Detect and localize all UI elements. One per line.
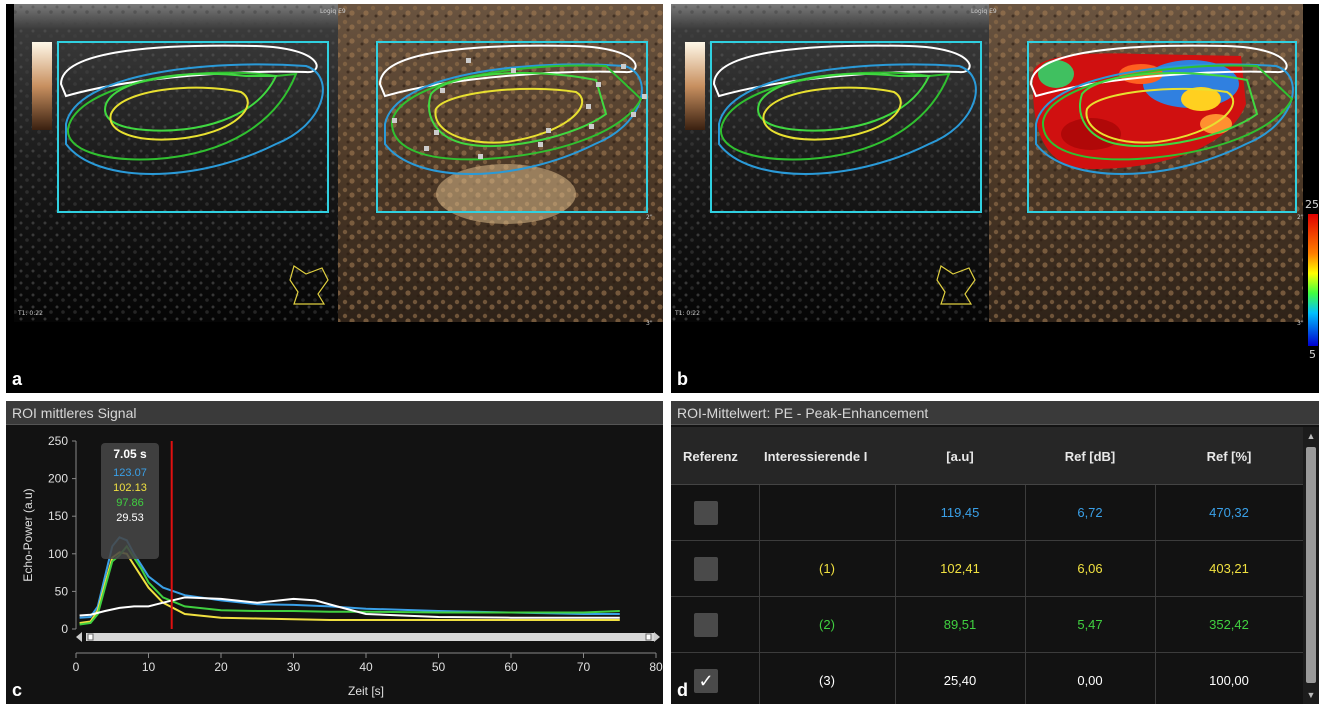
scroll-right-icon[interactable] <box>654 632 660 642</box>
table-row[interactable]: (1) 102,41 6,06 403,21 <box>671 541 1303 597</box>
roi-name: (1) <box>819 561 835 576</box>
device-label: Logiq E9 <box>971 8 997 15</box>
header-interessierende[interactable]: Interessierende I <box>764 449 868 464</box>
x-tick-label: 30 <box>287 660 301 674</box>
device-label: Logiq E9 <box>320 8 346 15</box>
tooltip-value: 102.13 <box>113 482 147 494</box>
x-axis-label: Zeit [s] <box>348 684 384 698</box>
roi-db-value: 6,06 <box>1077 561 1103 576</box>
roi-au-value: 119,45 <box>940 505 980 520</box>
roi-pct-value: 100,00 <box>1209 673 1249 688</box>
table-row[interactable]: (2) 89,51 5,47 352,42 <box>671 597 1303 653</box>
roi-au-value: 25,40 <box>943 673 977 688</box>
panel-letter: a <box>12 369 23 389</box>
header-ref-db[interactable]: Ref [dB] <box>1064 449 1116 464</box>
tooltip-value: 123.07 <box>113 467 147 479</box>
x-tick-label: 70 <box>577 660 591 674</box>
time-label: T1: 0:22 <box>675 310 700 317</box>
header-referenz[interactable]: Referenz <box>683 449 738 464</box>
scroll-handle-right[interactable] <box>645 633 652 641</box>
header-ref-pct[interactable]: Ref [%] <box>1206 449 1252 464</box>
ultrasound-panel-a: Logiq E9 T1: 0:22 3" 2" a <box>6 4 663 393</box>
header-au[interactable]: [a.u] <box>946 449 974 464</box>
echo-power-chart[interactable]: 0 50 100 150 200 250 0 10 20 30 40 50 60 70 80 Zeit [s… <box>6 425 663 704</box>
roi-pct-value: 470,32 <box>1209 505 1249 520</box>
mark-label: 2" <box>1297 214 1304 221</box>
x-tick-label: 40 <box>359 660 373 674</box>
series-line-0 <box>79 536 620 619</box>
table-scrollbar[interactable]: ▲ ▼ <box>1303 427 1319 704</box>
tooltip-value: 97.86 <box>116 497 144 509</box>
table-header: Referenz Interessierende I [a.u] Ref [dB… <box>671 427 1303 485</box>
roi-au-value: 102,41 <box>940 561 980 576</box>
depth-label: 3" <box>646 320 653 327</box>
table-row[interactable]: 119,45 6,72 470,32 <box>671 485 1303 541</box>
roi-name: (3) <box>819 673 835 688</box>
panel-letter: b <box>677 369 688 389</box>
roi-name <box>759 485 895 541</box>
roi-pct-value: 403,21 <box>1209 561 1249 576</box>
scale-min-label: 5 <box>1309 348 1316 361</box>
ultrasound-panel-b: Logiq E9 T1: 0:22 3" 2" 25 5 b <box>671 4 1319 393</box>
x-tick-label: 60 <box>504 660 518 674</box>
ultrasound-image-a <box>14 4 663 322</box>
roi-au-value: 89,51 <box>943 617 977 632</box>
table-title: ROI-Mittelwert: PE - Peak-Enhancement <box>671 401 1319 425</box>
chart-title: ROI mittleres Signal <box>6 401 663 425</box>
y-tick-label: 0 <box>61 622 68 636</box>
table-row[interactable]: ✓ (3) 25,40 0,00 100,00 <box>671 653 1303 704</box>
y-tick-label: 50 <box>55 584 69 598</box>
scale-max-label: 25 <box>1305 198 1319 211</box>
scroll-handle-left[interactable] <box>87 633 94 641</box>
scroll-thumb[interactable] <box>1306 447 1316 683</box>
time-scrollbar[interactable] <box>86 633 654 641</box>
series-line-2 <box>79 544 620 626</box>
roi-db-value: 6,72 <box>1077 505 1103 520</box>
reference-checkbox[interactable] <box>694 557 718 581</box>
roi-name: (2) <box>819 617 835 632</box>
series-line-3 <box>79 596 620 619</box>
panel-letter: c <box>12 680 23 700</box>
mark-label: 2" <box>646 214 653 221</box>
time-label: T1: 0:22 <box>18 310 43 317</box>
roi-pct-value: 352,42 <box>1209 617 1249 632</box>
scroll-down-icon[interactable]: ▼ <box>1306 690 1316 700</box>
x-tick-label: 20 <box>214 660 228 674</box>
x-tick-label: 80 <box>649 660 663 674</box>
roi-db-value: 0,00 <box>1077 673 1103 688</box>
reference-checkbox-checked[interactable]: ✓ <box>694 669 718 693</box>
roi-db-value: 5,47 <box>1077 617 1103 632</box>
reference-checkbox[interactable] <box>694 501 718 525</box>
value-tooltip: 7.05 s 123.07 102.13 97.86 29.53 <box>101 443 159 559</box>
signal-chart-panel: ROI mittleres Signal 0 50 100 150 200 250 0 10 2… <box>6 401 663 704</box>
scroll-up-icon[interactable]: ▲ <box>1306 431 1316 441</box>
x-tick-label: 10 <box>142 660 156 674</box>
ultrasound-image-b <box>671 4 1318 346</box>
x-tick-label: 50 <box>432 660 446 674</box>
y-axis-label: Echo-Power (a.u) <box>21 488 35 581</box>
reference-checkbox[interactable] <box>694 613 718 637</box>
roi-table-panel: ROI-Mittelwert: PE - Peak-Enhancement Re… <box>671 401 1319 704</box>
x-tick-label: 0 <box>73 660 80 674</box>
scroll-left-icon[interactable] <box>76 632 82 642</box>
panel-letter: d <box>677 680 688 700</box>
depth-label: 3" <box>1297 320 1304 327</box>
y-tick-label: 100 <box>48 547 68 561</box>
tooltip-value: 29.53 <box>116 512 144 524</box>
y-tick-label: 200 <box>48 472 68 486</box>
y-tick-label: 250 <box>48 434 68 448</box>
y-tick-label: 150 <box>48 509 68 523</box>
tooltip-time: 7.05 s <box>113 447 147 461</box>
roi-table: Referenz Interessierende I [a.u] Ref [dB… <box>671 427 1303 704</box>
